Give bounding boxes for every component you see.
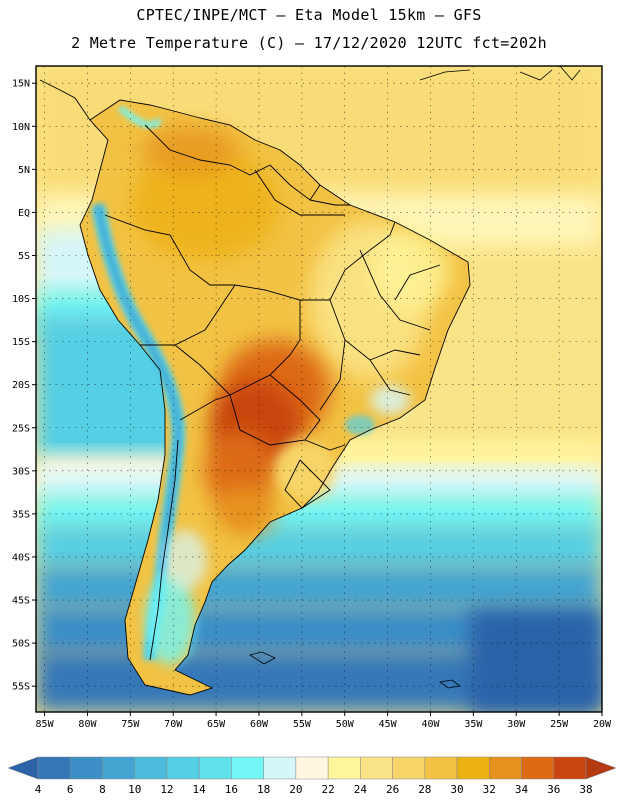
lon-tick-label: 30W xyxy=(507,719,526,730)
colorbar-label: 38 xyxy=(579,783,592,796)
colorbar-label: 12 xyxy=(160,783,173,796)
lon-tick-label: 40W xyxy=(421,719,440,730)
colorbar-label: 32 xyxy=(483,783,496,796)
lon-tick-label: 35W xyxy=(464,719,483,730)
colorbar-swatch xyxy=(456,756,490,780)
lon-tick-label: 45W xyxy=(379,719,398,730)
lat-tick-label: 15S xyxy=(12,337,30,348)
lon-tick-label: 80W xyxy=(78,719,97,730)
lat-tick-label: 55S xyxy=(12,682,30,693)
colorbar-swatch xyxy=(295,756,329,780)
lat-tick-label: 15N xyxy=(12,79,30,90)
colorbar-swatch xyxy=(102,756,135,780)
colorbar-label: 16 xyxy=(225,783,238,796)
map-title-line1: CPTEC/INPE/MCT – Eta Model 15km – GFS xyxy=(136,6,482,24)
colorbar-swatch xyxy=(166,756,200,780)
colorbar-swatch xyxy=(360,756,393,780)
lat-tick-label: 30S xyxy=(12,466,30,477)
lon-tick-label: 55W xyxy=(293,719,312,730)
colorbar-label: 6 xyxy=(67,783,74,796)
lat-tick-label: 20S xyxy=(12,380,30,391)
colorbar-label: 10 xyxy=(128,783,141,796)
lat-tick-label: 40S xyxy=(12,552,30,563)
colorbar-label: 8 xyxy=(99,783,106,796)
colorbar-label: 18 xyxy=(257,783,270,796)
lat-tick-label: 10N xyxy=(12,122,30,133)
colorbar-swatch xyxy=(37,756,71,780)
colorbar-high-arrow xyxy=(585,756,617,780)
lon-tick-label: 60W xyxy=(250,719,269,730)
longitude-labels: 85W 80W 75W 70W 65W 60W 55W 50W 45W 40W 35W 30W 25W 2… xyxy=(36,719,612,730)
colorbar-label: 20 xyxy=(289,783,302,796)
colorbar-label: 22 xyxy=(321,783,334,796)
color-scale-labels: 4 6 8 10 12 14 16 18 20 22 24 26 28 30 32 34 36 38 xyxy=(35,783,593,796)
lat-tick-label: 10S xyxy=(12,294,30,305)
colorbar-swatch xyxy=(489,756,522,780)
latitude-labels: 15N 10N 5N EQ 5S 10S 15S 20S 25S 30S 35S 40S 45S 50S 5… xyxy=(12,79,30,693)
colorbar-label: 36 xyxy=(547,783,560,796)
colorbar-label: 24 xyxy=(354,783,368,796)
colorbar-swatch xyxy=(553,756,587,780)
lon-tick-label: 25W xyxy=(550,719,569,730)
colorbar-swatch xyxy=(69,756,103,780)
lat-tick-label: 45S xyxy=(12,596,30,607)
colorbar-low-arrow xyxy=(7,756,39,780)
caribbean-islands xyxy=(419,66,581,81)
temperature-field xyxy=(36,66,602,712)
lat-tick-label: 25S xyxy=(12,423,30,434)
colorbar-swatch xyxy=(263,756,297,780)
lat-tick-label: 50S xyxy=(12,639,30,650)
colorbar-label: 26 xyxy=(386,783,399,796)
colorbar-swatch xyxy=(134,756,168,780)
lat-lon-grid xyxy=(32,66,603,716)
colorbar-label: 30 xyxy=(450,783,463,796)
lat-tick-label: EQ xyxy=(18,208,30,219)
lon-tick-label: 70W xyxy=(164,719,183,730)
colorbar-swatch xyxy=(231,756,264,780)
lon-tick-label: 85W xyxy=(36,719,55,730)
colorbar-swatch xyxy=(198,756,232,780)
lat-tick-label: 35S xyxy=(12,509,30,520)
lon-tick-label: 65W xyxy=(207,719,226,730)
political-boundaries xyxy=(39,79,471,696)
colorbar-swatch xyxy=(327,756,361,780)
lat-tick-label: 5N xyxy=(18,165,30,176)
colorbar-label: 34 xyxy=(515,783,529,796)
map-title-line2: 2 Metre Temperature (C) – 17/12/2020 12U… xyxy=(71,34,547,52)
colorbar-swatch xyxy=(424,756,458,780)
map-frame xyxy=(35,65,603,713)
colorbar-swatch xyxy=(521,756,555,780)
colorbar-label: 4 xyxy=(35,783,42,796)
lat-tick-label: 5S xyxy=(18,251,30,262)
colorbar-label: 14 xyxy=(193,783,207,796)
lon-tick-label: 20W xyxy=(593,719,612,730)
colorbar-swatch xyxy=(392,756,426,780)
colorbar-label: 28 xyxy=(418,783,431,796)
color-scale-bar xyxy=(7,756,617,780)
lon-tick-label: 75W xyxy=(121,719,140,730)
lon-tick-label: 50W xyxy=(336,719,355,730)
